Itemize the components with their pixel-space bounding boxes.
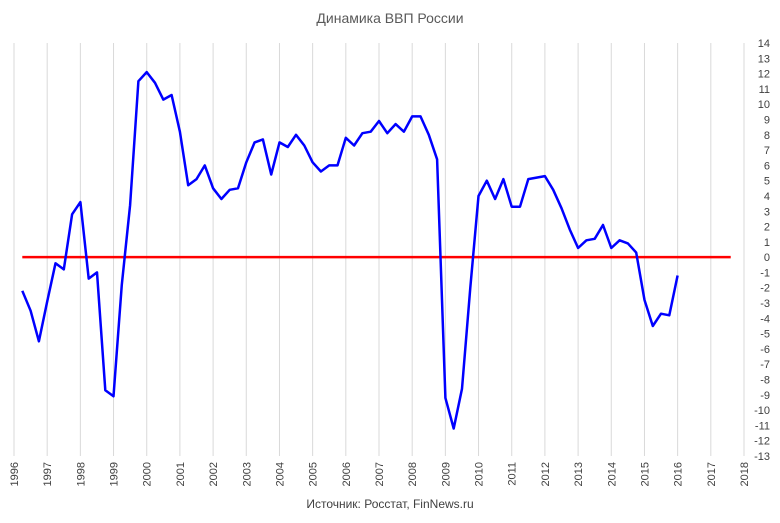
- y-tick-label: 4: [764, 191, 770, 203]
- x-tick-label: 2015: [639, 462, 651, 486]
- x-tick-label: 2004: [274, 462, 286, 486]
- y-tick-label: 13: [758, 53, 770, 65]
- x-axis-tick-labels: 1996 1997 1998 1999 2000 2001 2002 2003 2004 2005…: [9, 462, 751, 486]
- x-tick-label: 2009: [440, 462, 452, 486]
- y-tick-label: -13: [754, 451, 770, 463]
- y-axis-tick-labels: 14131211109876543210-1-2-3-4-5-6-7-8-9-1…: [754, 38, 770, 463]
- x-tick-label: 2010: [474, 462, 486, 486]
- y-tick-label: 3: [764, 206, 770, 218]
- y-tick-label: -10: [754, 405, 770, 417]
- x-tick-label: 2003: [241, 462, 253, 486]
- y-tick-label: -11: [755, 420, 770, 432]
- x-tick-label: 2005: [308, 462, 320, 486]
- gdp-growth-series-line: [21, 70, 679, 430]
- x-tick-label: 2002: [208, 462, 220, 486]
- x-tick-label: 2000: [142, 462, 154, 486]
- x-tick-label: 2012: [540, 462, 552, 486]
- y-tick-label: 2: [764, 222, 770, 234]
- y-tick-label: -2: [760, 283, 770, 295]
- x-tick-label: 1997: [42, 462, 54, 486]
- y-tick-label: 7: [764, 145, 770, 157]
- y-tick-label: -9: [760, 390, 770, 402]
- y-tick-label: 12: [758, 69, 770, 81]
- y-tick-label: -8: [760, 375, 770, 387]
- x-tick-label: 2013: [573, 462, 585, 486]
- x-tick-label: 2016: [673, 462, 685, 486]
- chart-source-note: Источник: Росстат, FinNews.ru: [306, 497, 474, 511]
- series-group: [21, 70, 679, 430]
- x-tick-label: 2008: [407, 462, 419, 486]
- x-tick-label: 1998: [75, 462, 87, 486]
- y-tick-label: -6: [760, 344, 770, 356]
- y-tick-label: -5: [760, 329, 770, 341]
- y-tick-label: 10: [758, 99, 770, 111]
- y-tick-label: 14: [758, 38, 770, 50]
- y-tick-label: -1: [760, 267, 770, 279]
- x-tick-label: 2011: [507, 462, 519, 486]
- y-tick-label: 5: [764, 176, 770, 188]
- x-tick-label: 2001: [175, 462, 187, 486]
- y-tick-label: -4: [760, 313, 770, 325]
- y-tick-label: 9: [764, 114, 770, 126]
- x-tick-label: 2017: [706, 462, 718, 486]
- y-tick-label: 11: [759, 84, 770, 96]
- y-tick-label: -7: [760, 359, 770, 371]
- x-tick-label: 2006: [341, 462, 353, 486]
- y-tick-label: -12: [754, 436, 770, 448]
- y-tick-label: 6: [764, 160, 770, 172]
- x-tick-label: 2018: [739, 462, 751, 486]
- x-tick-label: 1999: [109, 462, 121, 486]
- x-tick-label: 2007: [374, 462, 386, 486]
- x-tick-label: 2014: [606, 462, 618, 486]
- y-tick-label: 8: [764, 130, 770, 142]
- x-tick-label: 1996: [9, 462, 21, 486]
- y-tick-label: -3: [760, 298, 770, 310]
- y-tick-label: 0: [764, 252, 770, 264]
- vertical-gridlines: [13, 43, 745, 456]
- chart-title: Динамика ВВП России: [316, 10, 464, 26]
- y-tick-label: 1: [764, 237, 770, 249]
